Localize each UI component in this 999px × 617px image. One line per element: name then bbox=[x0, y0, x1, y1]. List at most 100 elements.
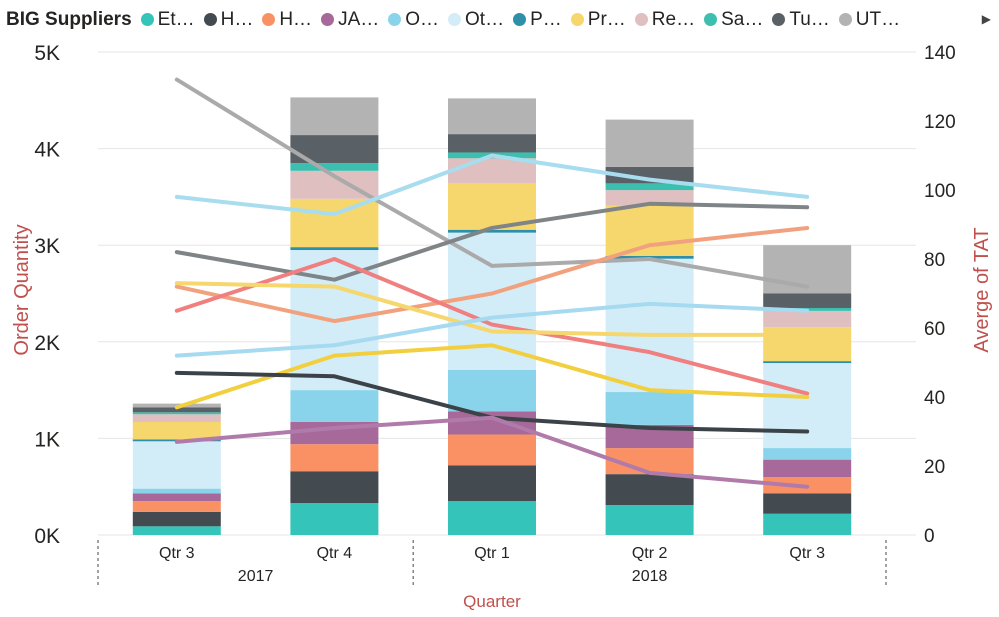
bar-segment[interactable] bbox=[605, 505, 694, 535]
series-line[interactable] bbox=[174, 415, 810, 489]
bar-segment[interactable] bbox=[605, 258, 694, 393]
y-left-tick-label: 0K bbox=[34, 525, 60, 548]
bar-segment[interactable] bbox=[132, 493, 221, 502]
bar-segment[interactable] bbox=[605, 474, 694, 506]
bar-segment[interactable] bbox=[605, 190, 694, 206]
legend-item[interactable]: Pr… bbox=[570, 8, 626, 31]
bar-segment[interactable] bbox=[132, 421, 221, 440]
bar-segment[interactable] bbox=[605, 424, 694, 449]
bar-segment[interactable] bbox=[132, 501, 221, 512]
legend-item[interactable]: P… bbox=[513, 9, 562, 31]
legend-item[interactable]: UT… bbox=[838, 9, 900, 31]
bar-segment[interactable] bbox=[605, 205, 694, 256]
legend-dot-icon bbox=[772, 13, 786, 27]
bar-segment[interactable] bbox=[448, 411, 536, 435]
legend-dot-icon bbox=[262, 13, 276, 27]
x-group-label: 2017 bbox=[238, 568, 274, 585]
legend-item[interactable]: Et… bbox=[140, 9, 195, 31]
bar-segment[interactable] bbox=[605, 119, 694, 167]
legend-item-label: Pr… bbox=[587, 8, 626, 30]
bar-segment[interactable] bbox=[448, 134, 536, 153]
bar-segment[interactable] bbox=[763, 310, 852, 328]
x-axis-title: Quarter bbox=[463, 592, 521, 611]
bar-segment[interactable] bbox=[448, 501, 536, 535]
legend-item[interactable]: H… bbox=[203, 9, 253, 31]
y-right-tick-label: 40 bbox=[924, 388, 945, 409]
legend-dot-icon bbox=[570, 13, 584, 27]
bar-segment[interactable] bbox=[290, 97, 379, 136]
bar-segment[interactable] bbox=[448, 369, 536, 412]
bar-segment[interactable] bbox=[290, 503, 379, 535]
legend-dot-icon bbox=[704, 13, 718, 27]
legend-item[interactable]: Sa… bbox=[704, 9, 763, 31]
bar-segment[interactable] bbox=[448, 229, 536, 233]
bar-segment[interactable] bbox=[448, 465, 536, 502]
series-line[interactable] bbox=[174, 225, 810, 324]
legend-dot-icon bbox=[634, 13, 648, 27]
legend-item-label: Tu… bbox=[789, 8, 830, 30]
legend-item-label: Re… bbox=[651, 8, 696, 30]
y-axis-left-title: Order Quantity bbox=[11, 224, 33, 355]
legend-dot-icon bbox=[321, 13, 335, 27]
bar-segment[interactable] bbox=[763, 513, 852, 535]
bar-segment[interactable] bbox=[763, 327, 852, 362]
bar-segment[interactable] bbox=[290, 390, 379, 422]
line-series bbox=[174, 77, 810, 489]
legend-item[interactable]: JA… bbox=[321, 9, 379, 31]
series-line[interactable] bbox=[174, 257, 810, 396]
legend-item-label: O… bbox=[405, 8, 440, 30]
series-line[interactable] bbox=[174, 201, 810, 282]
bar-segment[interactable] bbox=[290, 163, 379, 171]
legend-items: Et… H… H… JA… O… Ot… P… Pr… Re… Sa… Tu… UT… bbox=[140, 8, 909, 32]
bar-segment[interactable] bbox=[132, 414, 221, 422]
bar-segment[interactable] bbox=[290, 247, 379, 251]
bar-segment[interactable] bbox=[290, 471, 379, 504]
legend-item[interactable]: O… bbox=[388, 9, 439, 31]
y-axis-right-title: Averge of TAT bbox=[971, 227, 993, 352]
bar-segment[interactable] bbox=[763, 363, 852, 449]
bar-segment[interactable] bbox=[290, 198, 379, 248]
bar-segment[interactable] bbox=[763, 493, 852, 514]
bar-segment[interactable] bbox=[132, 407, 221, 413]
bar-segment[interactable] bbox=[448, 434, 536, 466]
bar-stacks bbox=[132, 97, 852, 535]
bar-segment[interactable] bbox=[605, 166, 694, 184]
legend-item[interactable]: Ot… bbox=[448, 9, 504, 31]
legend-dot-icon bbox=[513, 13, 527, 27]
series-line[interactable] bbox=[174, 77, 810, 289]
bar-segment[interactable] bbox=[290, 444, 379, 472]
x-tick-label: Qtr 3 bbox=[159, 545, 195, 562]
series-line[interactable] bbox=[174, 343, 810, 410]
bar-segment[interactable] bbox=[132, 526, 221, 535]
legend-item[interactable]: Re… bbox=[634, 8, 696, 31]
caret-right-icon[interactable]: ▶ bbox=[981, 12, 991, 26]
x-tick-label: Qtr 2 bbox=[632, 545, 668, 562]
y-left-tick-label: 1K bbox=[34, 428, 60, 451]
bar-segment[interactable] bbox=[763, 448, 852, 460]
bar-segment[interactable] bbox=[763, 293, 852, 308]
bar-segment[interactable] bbox=[132, 441, 221, 489]
bar-segment[interactable] bbox=[605, 392, 694, 425]
legend-item[interactable]: Tu… bbox=[772, 8, 830, 31]
y-left-tick-label: 3K bbox=[34, 235, 60, 258]
legend-item-label: Ot… bbox=[465, 8, 505, 30]
y-right-tick-label: 120 bbox=[924, 112, 956, 133]
bar-segment[interactable] bbox=[605, 183, 694, 191]
legend-item-label: Sa… bbox=[721, 8, 764, 30]
bar-segment[interactable] bbox=[448, 158, 536, 184]
legend-item-label: P… bbox=[530, 8, 562, 30]
legend-dot-icon bbox=[388, 13, 402, 27]
legend-title: BIG Suppliers bbox=[6, 9, 132, 30]
bar-segment[interactable] bbox=[448, 98, 536, 135]
series-line[interactable] bbox=[174, 153, 810, 217]
bar-segment[interactable] bbox=[763, 361, 852, 364]
bar-segment[interactable] bbox=[132, 412, 221, 415]
series-line[interactable] bbox=[174, 301, 810, 358]
series-line[interactable] bbox=[174, 281, 810, 337]
y-right-tick-label: 0 bbox=[924, 526, 935, 547]
bar-segment[interactable] bbox=[132, 511, 221, 527]
legend-item[interactable]: H… bbox=[262, 9, 312, 31]
bar-segment[interactable] bbox=[132, 488, 221, 494]
bar-segment[interactable] bbox=[763, 459, 852, 478]
